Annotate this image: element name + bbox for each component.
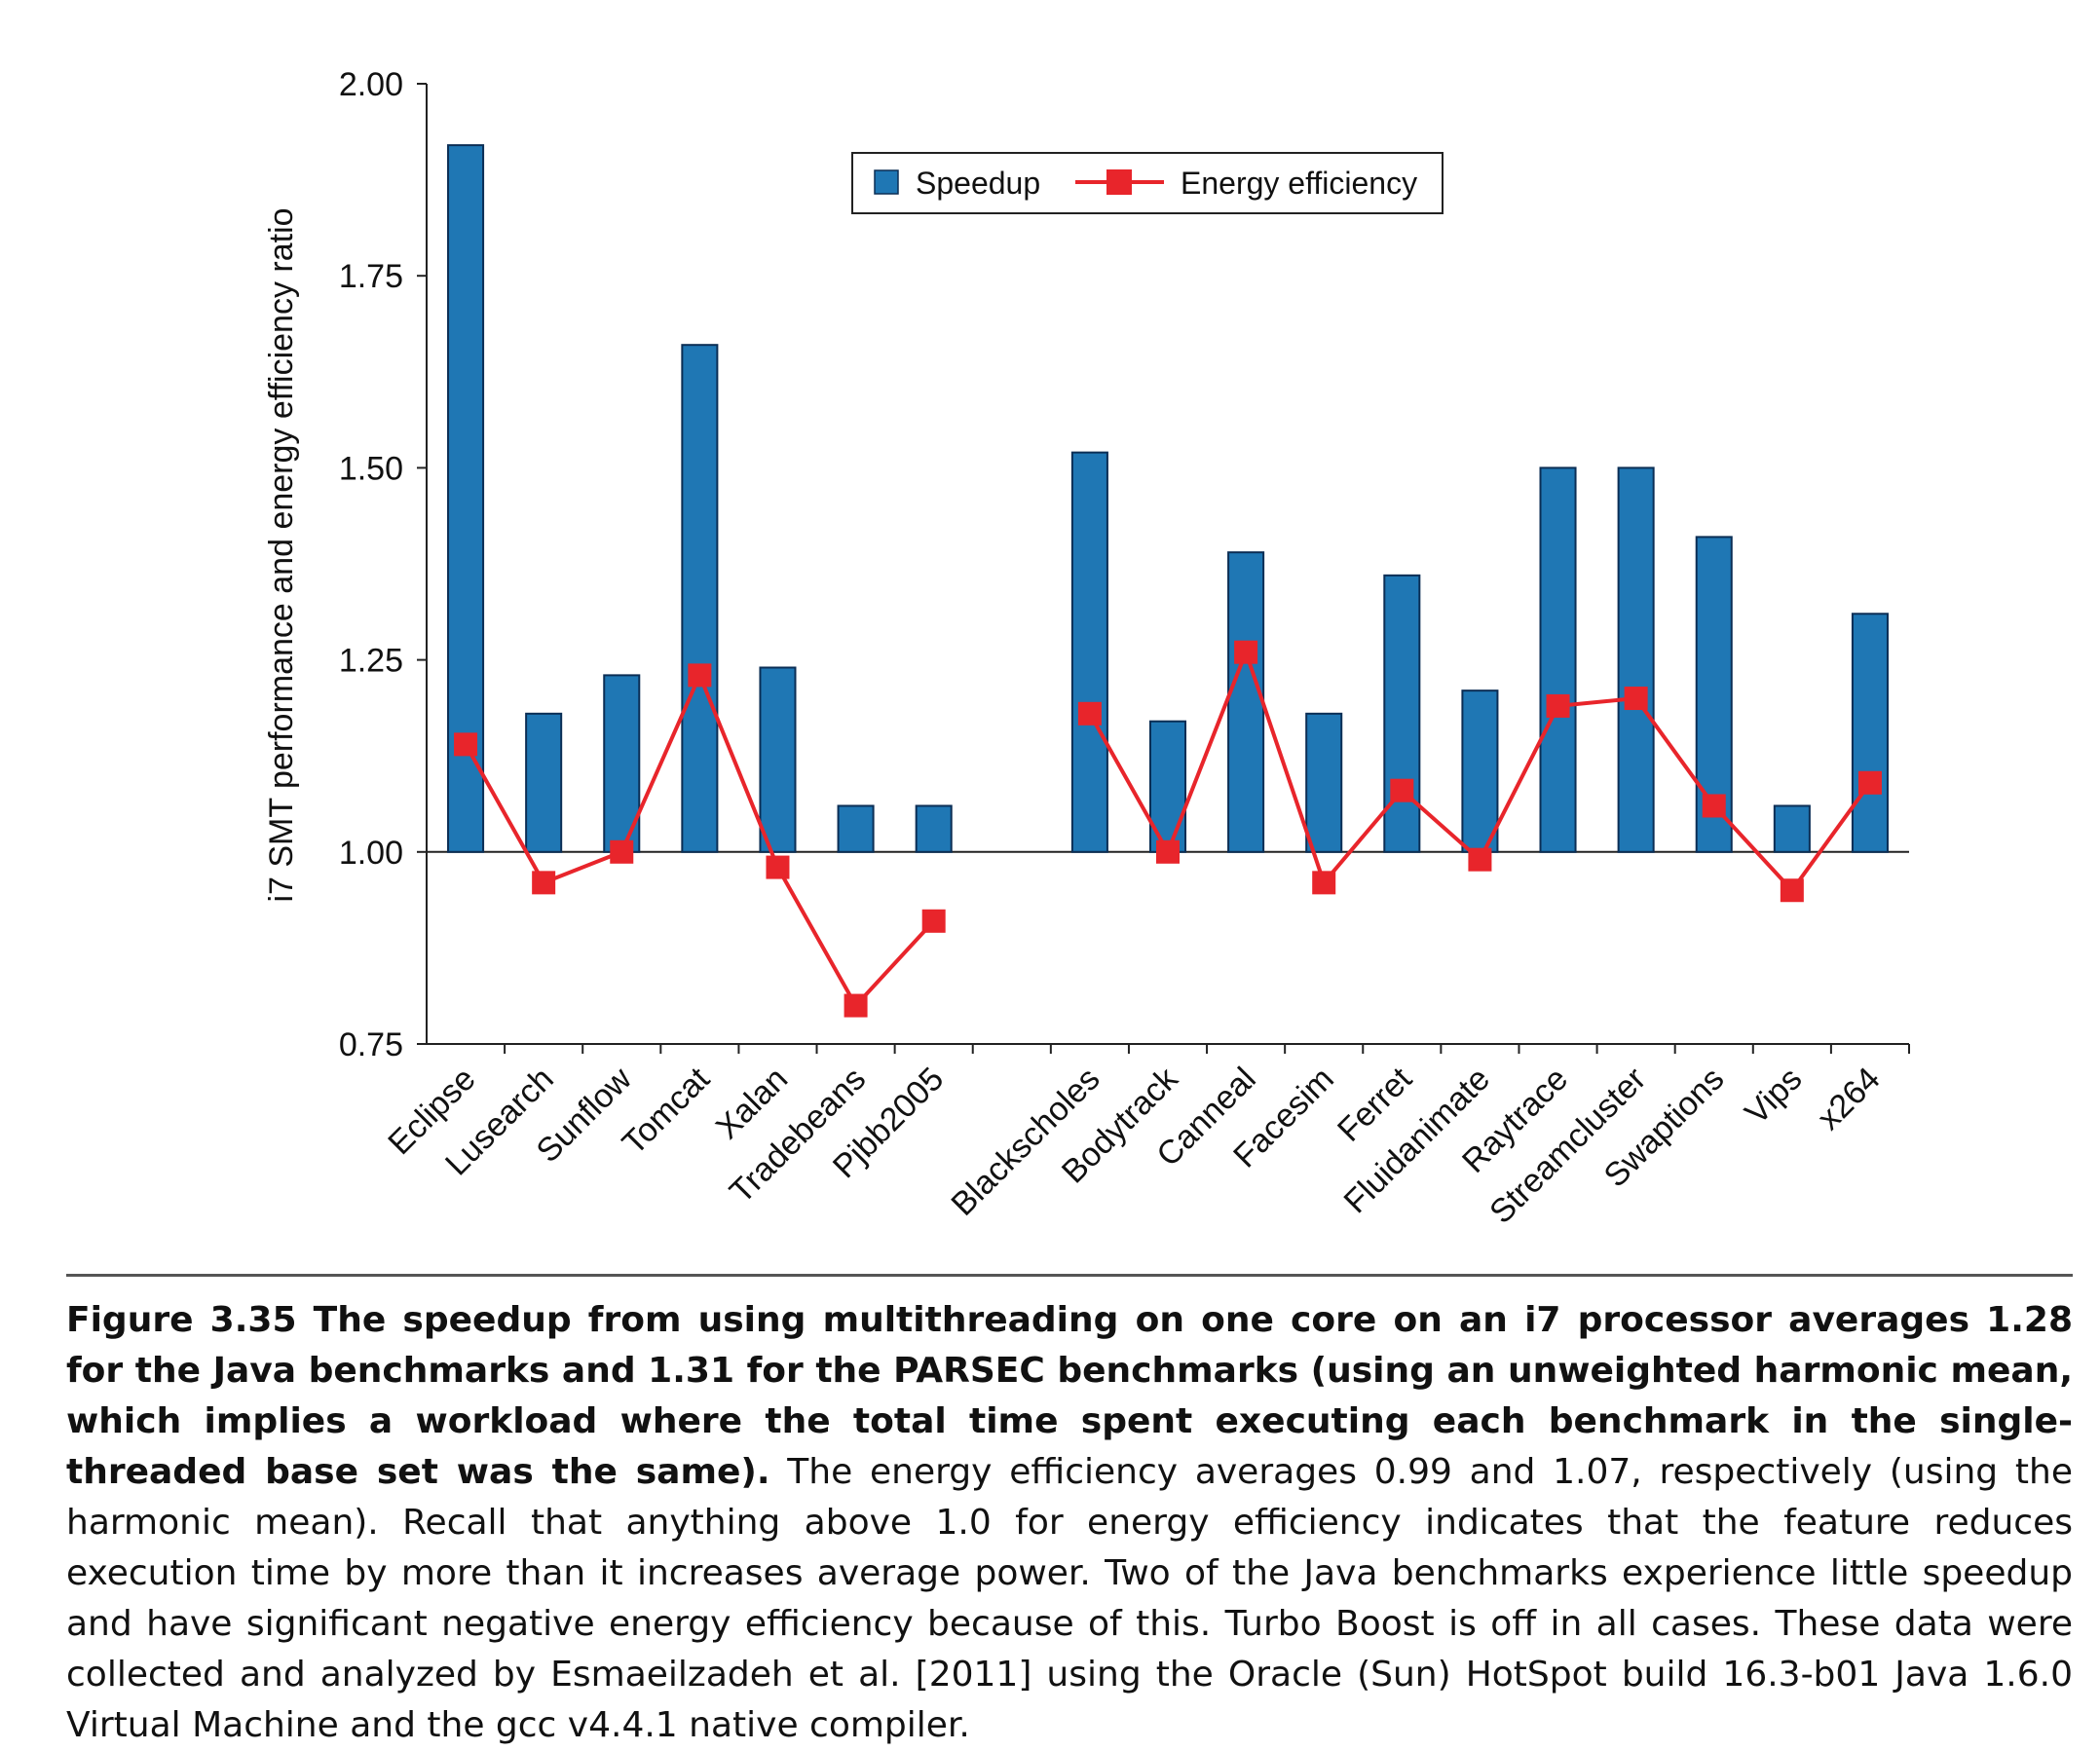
- bars-group: [447, 144, 1889, 853]
- speedup-bar: [1070, 451, 1108, 853]
- energy-efficiency-point: [1312, 871, 1336, 895]
- y-axis-label: i7 SMT performance and energy efficiency…: [263, 207, 300, 902]
- y-tick-label: 2.00: [339, 66, 403, 103]
- speedup-bar: [1617, 466, 1655, 853]
- figure-caption: Figure 3.35 The speedup from using multi…: [66, 1295, 2073, 1751]
- legend-energy-marker: [1106, 169, 1132, 195]
- x-tick-label: x264: [1811, 1061, 1888, 1137]
- speedup-bar: [1539, 466, 1577, 853]
- y-tick-label: 1.25: [339, 643, 403, 680]
- energy-efficiency-point: [1546, 693, 1570, 718]
- y-tick-label: 1.50: [339, 450, 403, 487]
- energy-efficiency-point: [610, 839, 634, 864]
- energy-efficiency-point: [1702, 794, 1726, 818]
- energy-line-group: [454, 640, 1882, 1018]
- y-tick-label: 1.75: [339, 258, 403, 295]
- energy-efficiency-point: [921, 909, 946, 933]
- speedup-bar: [681, 344, 719, 853]
- legend-speedup-label: Speedup: [916, 166, 1040, 201]
- energy-efficiency-point: [1156, 839, 1180, 864]
- legend-energy-label: Energy efficiency: [1181, 166, 1417, 201]
- caption-bold-text: Figure 3.35 The speedup from using multi…: [66, 1300, 2073, 1492]
- axis-lines: [426, 84, 1909, 1045]
- speedup-bar: [1227, 551, 1265, 853]
- speedup-bar: [525, 712, 563, 853]
- speedup-bar: [1383, 574, 1421, 853]
- energy-efficiency-point: [1468, 847, 1492, 872]
- energy-efficiency-point: [532, 871, 556, 895]
- energy-efficiency-point: [1857, 770, 1882, 795]
- y-ticks: 2.00 1.75 1.50 1.25 1.00 0.75: [339, 66, 427, 1063]
- y-tick-label: 0.75: [339, 1026, 403, 1063]
- speedup-bar: [1773, 804, 1811, 853]
- energy-efficiency-point: [844, 993, 868, 1018]
- caption-body-text: The energy efficiency averages 0.99 and …: [66, 1452, 2074, 1745]
- x-ticks: EclipseLusearchSunflowTomcatXalanTradebe…: [381, 1044, 1910, 1231]
- energy-efficiency-point: [1077, 701, 1102, 726]
- energy-efficiency-point: [454, 732, 478, 757]
- speedup-bar: [837, 804, 875, 853]
- speedup-bar: [1851, 613, 1889, 853]
- y-tick-label: 1.00: [339, 835, 403, 872]
- energy-efficiency-point: [766, 855, 790, 879]
- speedup-bar: [915, 804, 953, 853]
- chart: 2.00 1.75 1.50 1.25 1.00 0.75 EclipseLusearch…: [263, 66, 1910, 1231]
- speedup-bar: [759, 666, 797, 853]
- legend: Speedup Energy efficiency: [851, 152, 1444, 214]
- x-tick-label: Vips: [1738, 1061, 1809, 1132]
- speedup-bar: [1148, 720, 1187, 853]
- energy-efficiency-point: [1234, 640, 1258, 664]
- x-tick-label: Tomcat: [616, 1060, 718, 1162]
- energy-efficiency-point: [688, 663, 712, 688]
- energy-efficiency-point: [1390, 778, 1414, 802]
- energy-efficiency-point: [1624, 687, 1648, 711]
- caption-divider: [66, 1274, 2073, 1277]
- energy-efficiency-point: [1780, 878, 1804, 903]
- speedup-bar: [1461, 689, 1499, 853]
- legend-speedup-swatch: [874, 169, 899, 195]
- speedup-bar: [1305, 712, 1343, 853]
